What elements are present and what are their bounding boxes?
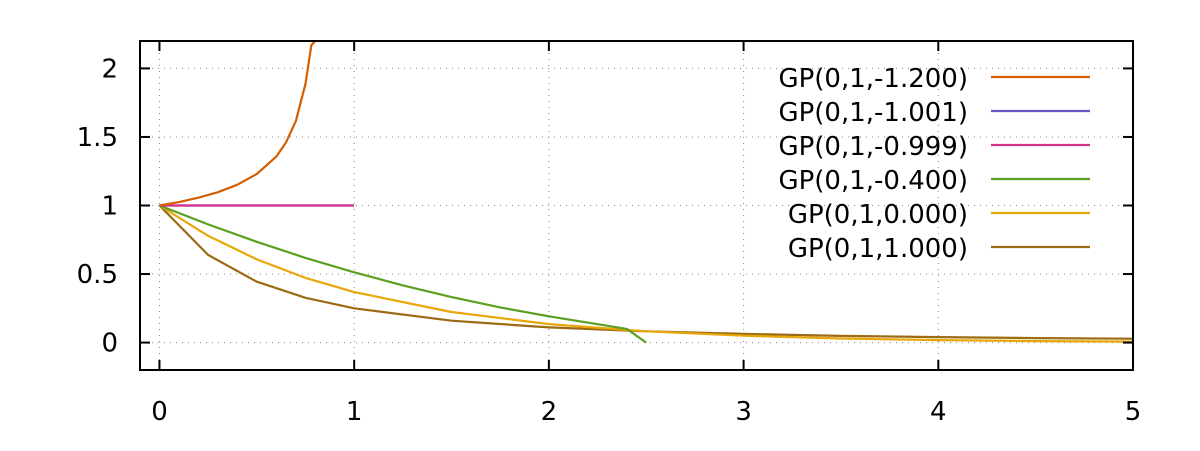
series-lines <box>158 41 1133 344</box>
x-tick-label: 4 <box>930 397 947 427</box>
x-tick-label: 0 <box>151 397 168 427</box>
legend: GP(0,1,-1.200) GP(0,1,-1.001) GP(0,1,-0.99… <box>778 64 1090 264</box>
x-tick-label: 1 <box>346 397 363 427</box>
y-tick-label: 0.5 <box>77 260 118 290</box>
axis-ticks: 0 1 2 3 4 5 0 0.5 1 1.5 2 <box>77 41 1142 427</box>
legend-label: GP(0,1,-1.001) <box>778 98 968 128</box>
legend-label: GP(0,1,1.000) <box>788 234 968 264</box>
series-line-3 <box>159 204 647 344</box>
series-line-5 <box>158 204 1133 340</box>
series-line-4 <box>158 204 1133 343</box>
y-tick-label: 1 <box>101 192 118 222</box>
x-tick-label: 2 <box>541 397 558 427</box>
x-tick-label: 5 <box>1125 397 1142 427</box>
legend-label: GP(0,1,0.000) <box>788 200 968 230</box>
x-tick-label: 3 <box>735 397 752 427</box>
y-tick-label: 0 <box>101 329 118 359</box>
y-tick-label: 1.5 <box>77 123 118 153</box>
legend-label: GP(0,1,-0.999) <box>778 132 968 162</box>
series-line-0 <box>159 41 317 207</box>
y-tick-label: 2 <box>101 54 118 84</box>
legend-label: GP(0,1,-0.400) <box>778 166 968 196</box>
legend-label: GP(0,1,-1.200) <box>778 64 968 94</box>
